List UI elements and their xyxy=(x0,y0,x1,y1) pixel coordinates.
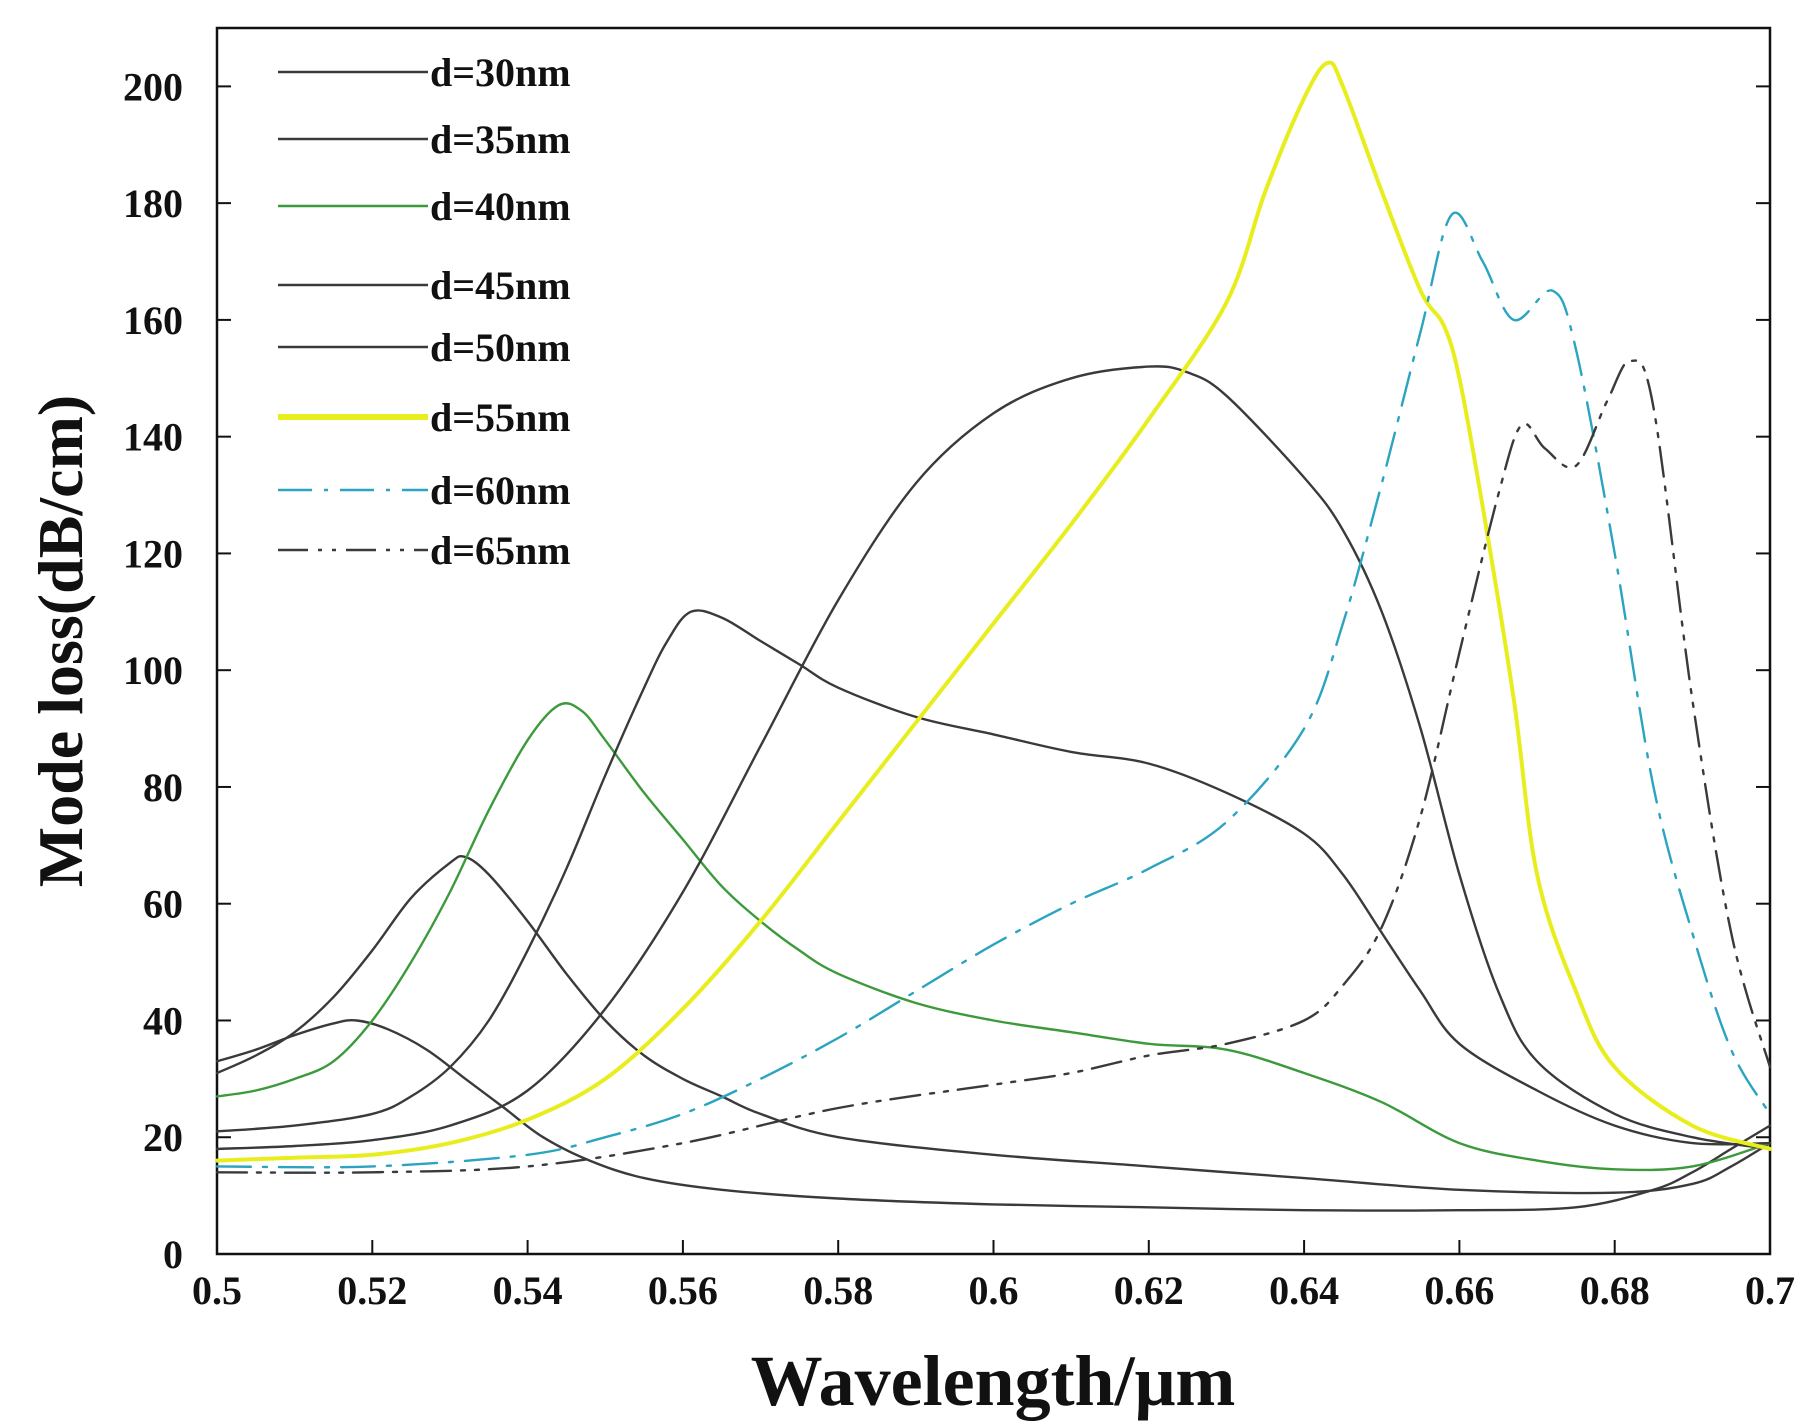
legend-label: d=55nm xyxy=(430,395,571,440)
series-line-d-50nm xyxy=(215,365,1772,1151)
y-tick-label: 120 xyxy=(123,531,183,576)
x-axis-title: Wavelength/μm xyxy=(751,1341,1236,1421)
legend-label: d=30nm xyxy=(430,50,571,95)
series-line-d-45nm xyxy=(215,609,1772,1146)
y-tick-label: 0 xyxy=(163,1232,183,1277)
x-tick-label: 0.64 xyxy=(1269,1268,1339,1313)
legend: d=30nm d=35nm d=40nm d=45nm d=50nm d=55nm d=60… xyxy=(278,50,571,573)
y-tick-label: 200 xyxy=(123,64,183,109)
y-tick-label: 140 xyxy=(123,415,183,460)
y-tick-label: 20 xyxy=(143,1115,183,1160)
series-line-d-30nm xyxy=(215,1018,1772,1212)
x-tick-label: 0.68 xyxy=(1580,1268,1650,1313)
legend-label: d=45nm xyxy=(430,263,571,308)
x-tick-label: 0.56 xyxy=(648,1268,718,1313)
legend-label: d=35nm xyxy=(430,117,571,162)
y-tick-label: 160 xyxy=(123,298,183,343)
legend-label: d=65nm xyxy=(430,528,571,573)
x-tick-label: 0.54 xyxy=(493,1268,563,1313)
series-line-d-60nm xyxy=(215,211,1772,1169)
x-axis-ticks: 0.5 0.52 0.54 0.56 0.58 0.6 0.62 0.64 0.66 0.68 0.… xyxy=(192,1240,1795,1313)
y-tick-label: 40 xyxy=(143,998,183,1043)
legend-label: d=40nm xyxy=(430,184,571,229)
series-line-d-65nm xyxy=(215,359,1772,1174)
x-tick-label: 0.52 xyxy=(337,1268,407,1313)
y-tick-label: 180 xyxy=(123,181,183,226)
y-tick-label: 80 xyxy=(143,765,183,810)
y-tick-label: 100 xyxy=(123,648,183,693)
legend-label: d=60nm xyxy=(430,468,571,513)
x-tick-label: 0.5 xyxy=(192,1268,242,1313)
series-layer xyxy=(215,60,1772,1212)
series-line-d-40nm xyxy=(215,702,1772,1172)
y-axis-ticks: 0 20 40 60 80 100 120 140 160 180 200 xyxy=(123,64,1770,1277)
x-tick-label: 0.58 xyxy=(803,1268,873,1313)
legend-label: d=50nm xyxy=(430,325,571,370)
series-line-d-35nm xyxy=(215,854,1772,1195)
x-tick-label: 0.62 xyxy=(1114,1268,1184,1313)
x-tick-label: 0.7 xyxy=(1745,1268,1795,1313)
y-axis-title: Mode loss(dB/cm) xyxy=(25,395,96,887)
series-line-d-55nm xyxy=(215,60,1772,1163)
x-tick-label: 0.6 xyxy=(969,1268,1019,1313)
y-tick-label: 60 xyxy=(143,882,183,927)
x-tick-label: 0.66 xyxy=(1424,1268,1494,1313)
